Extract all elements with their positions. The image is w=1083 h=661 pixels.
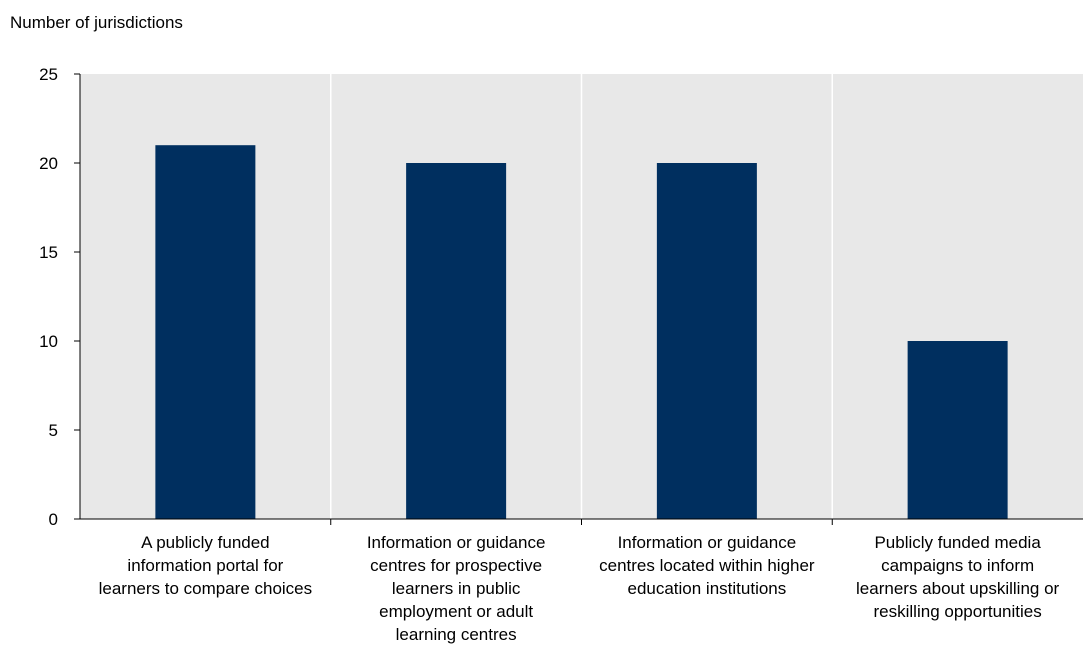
x-tick-label: Publicly funded media campaigns to inform…	[856, 533, 1060, 621]
category-separators	[330, 74, 833, 519]
y-tick-label: 15	[39, 243, 58, 262]
y-tick-label: 0	[49, 510, 58, 529]
y-tick-label: 25	[39, 65, 58, 84]
y-tick-label: 5	[49, 421, 58, 440]
x-tick-label: Information or guidance centres located w…	[599, 533, 815, 598]
bar	[155, 145, 256, 519]
y-ticks: 0 5 10 15 20 25	[39, 65, 80, 529]
y-tick-label: 20	[39, 154, 58, 173]
x-tick-label: A publicly funded information portal for l…	[99, 533, 313, 598]
bars	[155, 145, 1008, 519]
bar	[656, 163, 757, 519]
axes	[79, 74, 1083, 525]
x-tick-labels: A publicly funded information portal for l…	[99, 533, 1060, 644]
bar	[907, 341, 1008, 519]
bar	[406, 163, 507, 519]
y-axis-title: Number of jurisdictions	[10, 13, 183, 32]
y-tick-label: 10	[39, 332, 58, 351]
x-tick-label: Information or guidance centres for prosp…	[367, 533, 546, 644]
